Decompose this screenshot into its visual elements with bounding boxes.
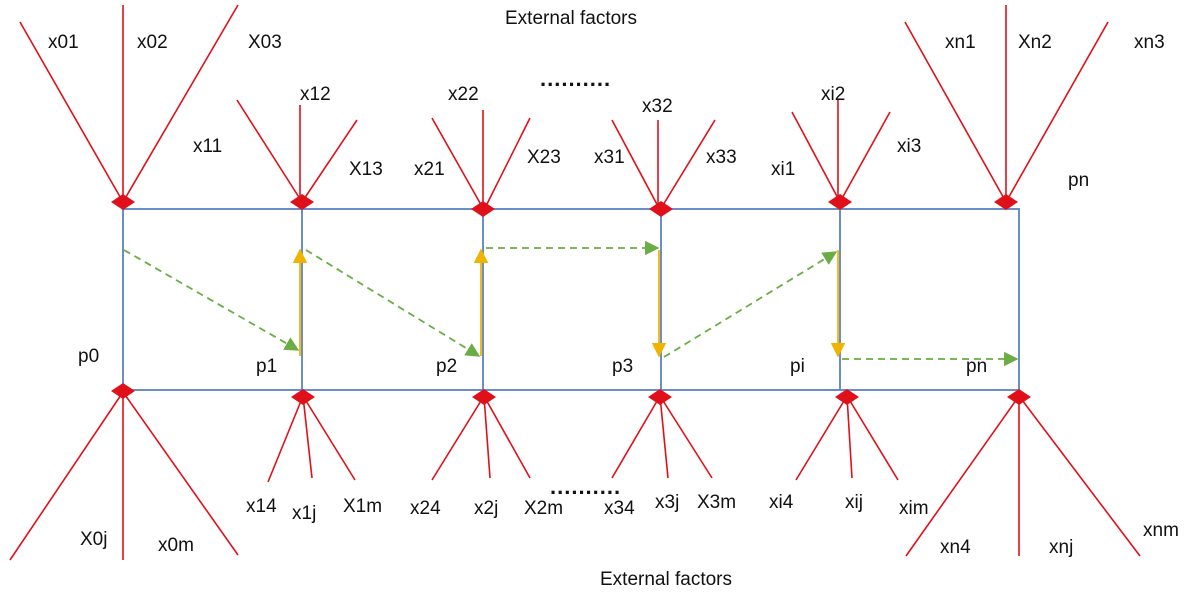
factor-label-x21: x21 [414,159,445,180]
factor-label-x03: X03 [248,32,282,53]
title-top: External factors [505,8,637,29]
factor-label-x32: x32 [642,96,673,117]
factor-label-x14: x14 [246,496,277,517]
process-rectangle [122,208,1020,391]
factor-line-x11 [236,99,303,203]
factor-label-x0m: x0m [158,535,194,556]
factor-line-x2j [483,395,491,479]
factor-line-x0m [122,391,239,556]
factor-line-x1m [302,395,356,481]
ellipsis-top: .......... [540,66,611,91]
factor-label-x2m: X2m [524,498,563,519]
diamond-bottom-1 [291,389,315,405]
process-frame [122,208,1020,391]
factor-label-x3j: x3j [655,492,679,513]
factor-line-xnm [1018,395,1141,557]
factor-label-xij: xij [845,492,863,513]
factor-line-xi1 [791,111,841,203]
factor-line-x1j [302,395,313,479]
node-label-p0: p0 [78,346,99,367]
diamond-top-1 [290,194,314,210]
factor-label-xi4: xi4 [769,492,794,513]
factor-line-x34 [611,395,661,479]
factor-line-xn4 [905,395,1020,557]
diamond-top-n [994,194,1018,210]
factor-line-x23 [483,117,531,211]
factor-label-x34: x34 [604,498,635,519]
factor-label-xi2: xi2 [821,84,845,105]
factor-label-x3m: X3m [697,492,736,513]
factor-line-xn1 [904,21,1007,203]
factor-line-x2m [483,395,531,479]
factor-line-x01 [19,21,124,203]
factor-label-xnm: xnm [1143,520,1179,541]
factor-line-xij [846,395,853,479]
diamond-top-3 [649,201,673,217]
green-arrow-p3-pi [663,251,838,358]
factor-label-xi1: xi1 [771,159,795,180]
factor-label-x01: x01 [48,32,79,53]
node-label-pi: pi [790,356,805,377]
factor-label-x1m: X1m [343,496,382,517]
factor-label-xim: xim [899,498,929,519]
ellipsis-bottom: .......... [550,474,621,499]
node-label-p2: p2 [436,356,457,377]
diamond-top-2 [471,201,495,217]
factor-label-x13: X13 [349,159,383,180]
factor-label-xn2: Xn2 [1018,32,1052,53]
factor-label-x02: x02 [137,32,168,53]
green-arrow-p1-p2 [305,249,481,357]
factor-line-x3j [659,395,669,479]
factor-label-x11: x11 [193,136,222,157]
diamond-top-0 [111,194,135,210]
diamond-bottom-2 [472,389,496,405]
factor-line-x31 [611,119,661,211]
bottom-diamonds [111,383,1031,405]
factor-line-xi4 [795,395,848,481]
factor-label-x31: x31 [594,147,625,168]
factor-label-xnj: xnj [1049,537,1073,558]
node-label-p1: p1 [256,356,277,377]
factor-line-xim [846,395,899,481]
diamond-bottom-n [1007,389,1031,405]
green-arrow-p0-p1 [123,249,300,351]
node-label-p3: p3 [612,356,633,377]
factor-label-x1j: x1j [292,503,316,524]
yellow-arrows [292,248,846,358]
green-dashed-arrows [123,240,1019,367]
node-label-pn: pn [966,356,987,377]
factor-line-xi3 [839,111,891,203]
title-bottom: External factors [600,569,732,590]
bottom-factor-lines [9,391,1141,561]
factor-label-x12: x12 [300,84,331,105]
diamond-bottom-0 [111,383,135,399]
factor-label-xi3: xi3 [897,136,921,157]
factor-line-x14 [267,395,304,483]
node-label-pn-top: pn [1068,170,1089,191]
factor-line-x3m [659,395,713,479]
factor-label-x24: x24 [410,498,441,519]
factor-line-x33 [659,119,716,211]
factor-label-x2j: x2j [474,498,498,519]
factor-line-xn3 [1005,21,1109,203]
factor-line-x13 [301,119,358,203]
factor-label-xn3: xn3 [1134,32,1165,53]
factor-label-x0j: X0j [80,529,107,550]
diamond-bottom-3 [648,389,672,405]
factor-label-xn1: xn1 [945,32,976,53]
factor-label-x33: x33 [706,147,737,168]
top-factor-lines [19,4,1109,211]
diamond-top-i [828,194,852,210]
factor-line-x24 [431,395,485,481]
factor-label-x23: X23 [527,147,561,168]
factor-line-x03 [122,4,239,203]
diamond-bottom-i [835,389,859,405]
top-diamonds [111,194,1018,217]
factor-label-xn4: xn4 [940,537,971,558]
factor-line-x21 [431,117,485,211]
factor-label-x22: x22 [448,84,479,105]
factor-line-x0-left [9,391,124,561]
